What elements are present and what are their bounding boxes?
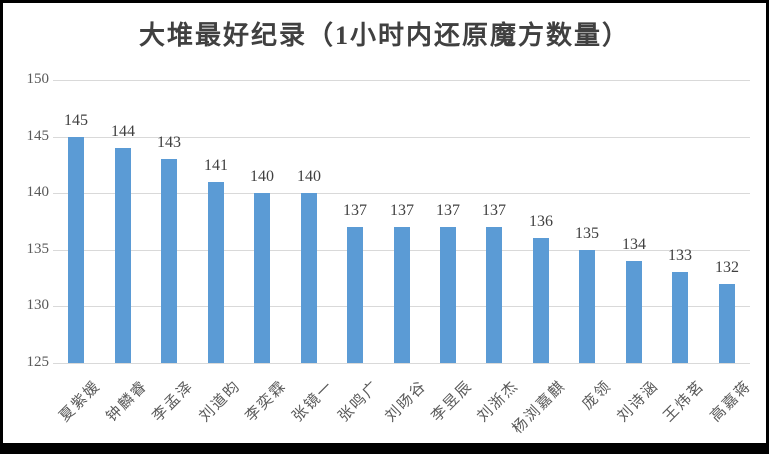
bar-value-label: 144 — [111, 123, 135, 140]
gridline — [53, 137, 750, 138]
bar — [347, 227, 363, 363]
bar — [208, 182, 224, 363]
bar — [486, 227, 502, 363]
bar-value-label: 145 — [64, 112, 88, 129]
y-axis-tick-label: 145 — [26, 128, 50, 144]
bar-value-label: 141 — [204, 157, 228, 174]
bar — [301, 193, 317, 363]
bar — [579, 250, 595, 363]
bar-value-label: 133 — [668, 247, 692, 264]
bar-value-label: 137 — [436, 202, 460, 219]
bar-value-label: 140 — [250, 168, 274, 185]
y-axis-tick-label: 140 — [26, 184, 50, 200]
bar — [672, 272, 688, 363]
chart-title: 大堆最好纪录（1小时内还原魔方数量） — [138, 21, 630, 50]
gridline — [53, 363, 750, 364]
bar-value-label: 143 — [157, 134, 181, 151]
bar-value-label: 132 — [715, 259, 739, 276]
y-axis-tick-label: 150 — [26, 71, 50, 87]
bar — [626, 261, 642, 363]
bar — [254, 193, 270, 363]
bar-value-label: 137 — [390, 202, 414, 219]
gridline — [53, 193, 750, 194]
bar-value-label: 137 — [482, 202, 506, 219]
bar — [719, 284, 735, 363]
bar — [440, 227, 456, 363]
bar — [533, 238, 549, 363]
bar-value-label: 140 — [297, 168, 321, 185]
bar — [161, 159, 177, 363]
bar-value-label: 135 — [575, 225, 599, 242]
bar-value-label: 136 — [529, 213, 553, 230]
y-axis-tick-label: 130 — [26, 297, 50, 313]
y-axis-tick-label: 135 — [26, 241, 50, 257]
bar — [394, 227, 410, 363]
y-axis-tick-label: 125 — [26, 354, 50, 370]
bar — [68, 137, 84, 363]
bar-value-label: 137 — [343, 202, 367, 219]
bar — [115, 148, 131, 363]
gridline — [53, 80, 750, 81]
bar-value-label: 134 — [622, 236, 646, 253]
bar-chart: 大堆最好纪录（1小时内还原魔方数量） 125 130 135 140 145 150 145… — [3, 3, 766, 443]
